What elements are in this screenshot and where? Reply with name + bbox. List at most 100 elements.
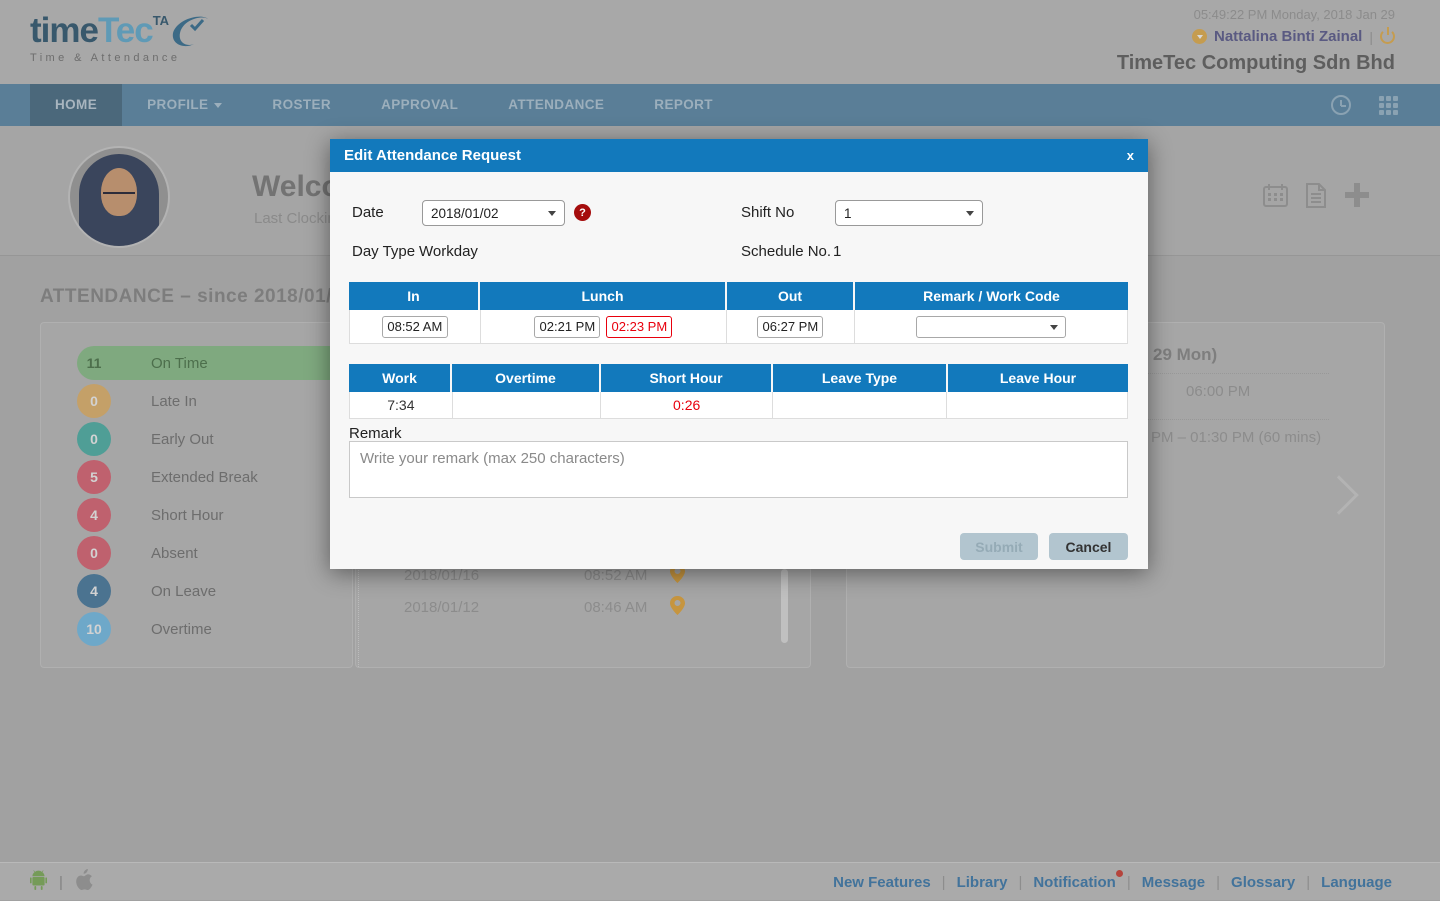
col-header-remark-work-code: Remark / Work Code — [855, 282, 1128, 310]
lunch-time-fragment: PM – 01:30 PM (60 mins) — [1151, 429, 1322, 446]
modal-title: Edit Attendance Request — [344, 147, 521, 164]
report-document-icon[interactable] — [1305, 182, 1327, 208]
schedule-no-value: 1 — [833, 243, 842, 260]
chevron-down-icon — [548, 211, 556, 220]
clock-out-time: 06:00 PM — [1186, 383, 1251, 400]
top-header: time Tec TA Time & Attendance 05:49:22 PM … — [0, 0, 1440, 84]
history-clock-icon[interactable] — [1331, 95, 1351, 115]
logout-power-icon[interactable] — [1380, 29, 1395, 44]
logo-text-ta: TA — [152, 13, 170, 28]
day-type-label: Day Type — [352, 243, 416, 260]
last-clocking-label: Last Clocking — [254, 210, 345, 227]
summary-row-on-leave[interactable]: 4 On Leave — [77, 574, 342, 608]
overtime-value — [453, 392, 602, 418]
submit-button[interactable]: Submit — [960, 533, 1038, 560]
col-header-short-hour: Short Hour — [601, 364, 773, 392]
user-name-link[interactable]: Nattalina Binti Zainal — [1214, 28, 1363, 45]
col-header-in: In — [349, 282, 480, 310]
col-header-out: Out — [727, 282, 855, 310]
short-hour-value: 0:26 — [601, 392, 773, 418]
current-datetime: 05:49:22 PM Monday, 2018 Jan 29 — [1193, 7, 1395, 22]
clocking-row: 2018/01/16 08:52 AM — [404, 559, 790, 591]
footer-link-language[interactable]: Language — [1321, 873, 1392, 891]
clock-out-input[interactable] — [757, 315, 824, 338]
summary-row-overtime[interactable]: 10 Overtime — [77, 612, 342, 646]
lunch-out-input[interactable] — [534, 315, 601, 338]
date-select[interactable]: 2018/01/02 — [422, 200, 565, 226]
clocking-row: 2018/01/12 08:46 AM — [404, 591, 790, 623]
nav-tab-attendance[interactable]: ATTENDANCE — [508, 97, 605, 112]
footer-link-message[interactable]: Message — [1141, 873, 1206, 891]
lunch-in-input[interactable] — [606, 315, 673, 338]
avatar — [68, 146, 170, 248]
scrollbar-thumb[interactable] — [781, 569, 788, 643]
add-icon[interactable] — [1344, 182, 1370, 208]
attendance-heading: ATTENDANCE – since 2018/01/01 — [40, 286, 355, 307]
nav-tab-approval[interactable]: APPROVAL — [381, 97, 459, 112]
hours-summary-table: Work Overtime Short Hour Leave Type Leav… — [349, 364, 1128, 419]
chevron-right-icon[interactable] — [1319, 475, 1359, 515]
location-pin-icon[interactable] — [670, 595, 685, 619]
clocking-table: In Lunch Out Remark / Work Code — [349, 282, 1128, 344]
col-header-overtime: Overtime — [452, 364, 601, 392]
edit-attendance-request-modal: Edit Attendance Request x Date 2018/01/0… — [330, 139, 1148, 569]
count-badge — [77, 536, 111, 570]
help-icon[interactable]: ? — [574, 204, 591, 221]
nav-tab-profile[interactable]: PROFILE — [122, 84, 247, 126]
count-badge — [77, 574, 111, 608]
shift-no-select[interactable]: 1 — [835, 200, 983, 226]
count-badge — [77, 612, 111, 646]
logo-text-tec: Tec — [97, 11, 154, 50]
dashboard-content: ATTENDANCE – since 2018/01/01 11 On Time… — [0, 257, 1440, 862]
summary-row-late-in[interactable]: 0 Late In — [77, 384, 342, 418]
app-logo: time Tec TA Time & Attendance — [30, 11, 211, 64]
modal-header: Edit Attendance Request x — [330, 139, 1148, 172]
count-badge — [77, 384, 111, 418]
apps-grid-icon[interactable] — [1379, 95, 1398, 115]
schedule-no-label: Schedule No. — [741, 243, 832, 260]
nav-tab-report[interactable]: REPORT — [654, 97, 713, 112]
remark-textarea[interactable] — [349, 441, 1128, 498]
summary-row-on-time[interactable]: 11 On Time — [77, 346, 346, 380]
notification-dot — [1115, 869, 1123, 877]
logo-tagline: Time & Attendance — [30, 52, 181, 64]
summary-row-extended-break[interactable]: 5 Extended Break — [77, 460, 342, 494]
date-label: Date — [352, 204, 384, 221]
user-dropdown-icon[interactable] — [1192, 29, 1207, 44]
nav-tab-roster[interactable]: ROSTER — [272, 97, 332, 112]
footer-link-notification[interactable]: Notification — [1033, 869, 1123, 891]
col-header-leave-hour: Leave Hour — [948, 364, 1128, 392]
footer-link-new-features[interactable]: New Features — [833, 873, 931, 891]
leave-hour-value — [947, 392, 1127, 418]
chevron-down-icon — [1049, 324, 1058, 334]
clock-in-input[interactable] — [381, 315, 448, 338]
col-header-work: Work — [349, 364, 452, 392]
footer-link-glossary[interactable]: Glossary — [1231, 873, 1296, 891]
header-separator: | — [1369, 28, 1373, 45]
col-header-leave-type: Leave Type — [773, 364, 948, 392]
main-nav: HOME PROFILE ROSTER APPROVAL ATTENDANCE … — [0, 84, 1440, 126]
work-code-select[interactable] — [915, 315, 1066, 338]
summary-row-absent[interactable]: 0 Absent — [77, 536, 342, 570]
cancel-button[interactable]: Cancel — [1049, 533, 1128, 560]
day-type-value: Workday — [419, 243, 478, 260]
count-badge — [77, 460, 111, 494]
company-name: TimeTec Computing Sdn Bhd — [1116, 52, 1395, 74]
close-icon[interactable]: x — [1126, 148, 1134, 163]
apple-icon[interactable] — [75, 869, 93, 895]
clock-swoosh-icon — [167, 11, 211, 54]
summary-row-short-hour[interactable]: 4 Short Hour — [77, 498, 342, 532]
footer-separator: | — [59, 873, 63, 891]
chevron-down-icon — [966, 211, 974, 220]
logo-text-time: time — [30, 11, 99, 50]
footer-link-library[interactable]: Library — [956, 873, 1008, 891]
col-header-lunch: Lunch — [480, 282, 727, 310]
remark-label: Remark — [349, 425, 402, 442]
calendar-icon[interactable] — [1263, 183, 1288, 207]
nav-tab-home[interactable]: HOME — [30, 84, 123, 126]
chevron-down-icon — [214, 102, 223, 112]
footer: | New Features | Library | Notification | M… — [0, 862, 1440, 900]
summary-row-early-out[interactable]: 0 Early Out — [77, 422, 342, 456]
shift-no-label: Shift No — [741, 204, 795, 221]
android-icon[interactable] — [30, 869, 47, 895]
